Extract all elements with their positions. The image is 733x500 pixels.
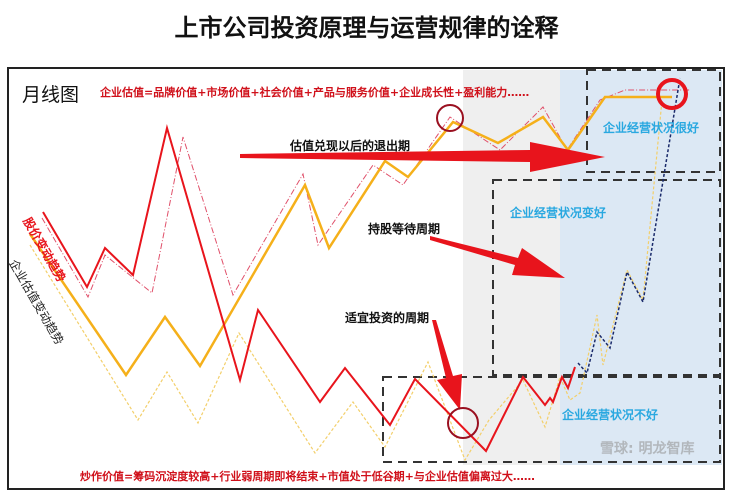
chart-label: 月线图 <box>22 84 80 106</box>
hold-arrow <box>430 236 565 278</box>
watermark: 雪球: 明龙智库 <box>600 441 695 457</box>
box-very-good <box>586 69 721 173</box>
hold-label: 持股等待周期 <box>368 222 441 236</box>
entry-circle <box>447 407 479 439</box>
price-dashed-line <box>41 89 690 299</box>
price-projection-line <box>577 77 681 375</box>
exit-arrow <box>240 142 605 172</box>
box-bad <box>382 376 721 463</box>
valuation-line <box>28 95 672 378</box>
peak-circle <box>656 78 688 110</box>
bottom-formula: 炒作价值=筹码沉淀度较高+行业弱周期即将结束+市值处于低谷期+与企业估值偏离过大… <box>80 470 535 483</box>
state-very-good: 企业经营状况很好 <box>603 121 700 135</box>
box-improving <box>492 179 721 376</box>
state-improving: 企业经营状况变好 <box>510 206 607 220</box>
invest-arrow <box>432 320 462 410</box>
exit-circle <box>436 104 464 132</box>
state-bad: 企业经营状况不好 <box>562 408 659 422</box>
valuation-dashed-line <box>29 99 663 462</box>
top-formula: 企业估值=品牌价值+市场价值+社会价值+产品与服务价值+企业成长性+盈利能力…… <box>100 86 530 99</box>
blue-zone <box>560 70 722 465</box>
page-title: 上市公司投资原理与运营规律的诠释 <box>174 14 559 42</box>
invest-label: 适宜投资的周期 <box>345 311 430 325</box>
exit-label: 估值兑现以后的退出期 <box>290 139 411 153</box>
price-line <box>42 124 576 453</box>
